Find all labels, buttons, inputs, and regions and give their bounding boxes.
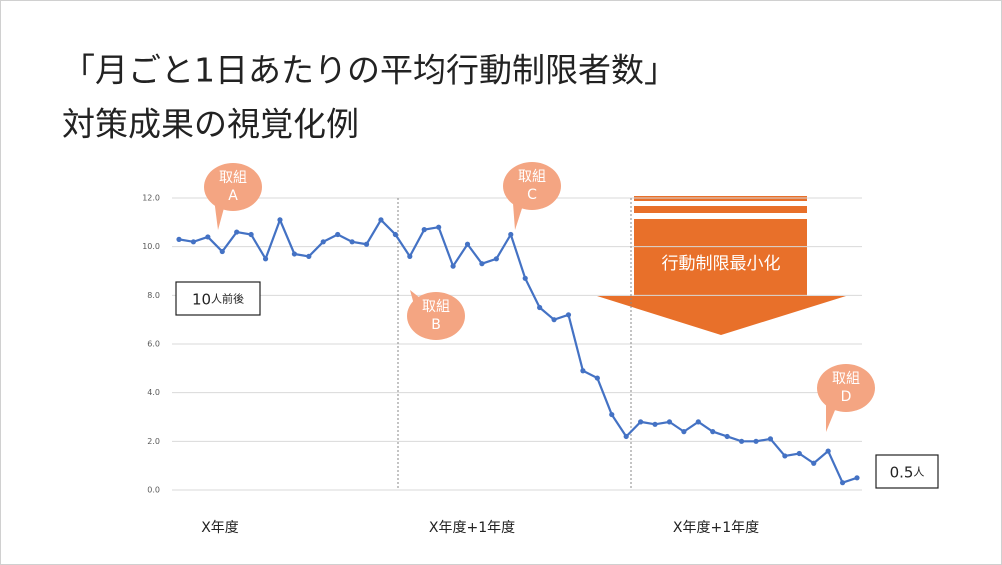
callout-text: C: [527, 187, 537, 203]
data-point: [320, 239, 326, 245]
callout-text: 取組: [518, 169, 546, 185]
data-point: [234, 229, 240, 235]
data-point: [335, 231, 341, 238]
data-point: [695, 419, 701, 425]
y-tick-label: 4.0: [147, 388, 160, 397]
data-point: [839, 480, 846, 486]
data-point: [724, 433, 730, 440]
data-point: [537, 304, 543, 311]
data-point: [262, 256, 269, 262]
callout-text: 取組: [832, 371, 860, 387]
group-label: X年度+1年度: [673, 520, 759, 536]
data-point: [609, 411, 615, 418]
data-point: [638, 419, 644, 425]
data-point: [623, 433, 629, 440]
data-point: [464, 241, 471, 247]
data-point: [681, 429, 687, 435]
callout: 取組 C: [503, 162, 561, 230]
note-box-frame: [175, 281, 261, 316]
data-point: [580, 368, 586, 374]
arrow-stripe: [634, 206, 807, 213]
data-point: [306, 253, 312, 259]
data-point: [782, 453, 788, 459]
y-tick-label: 10.0: [142, 242, 160, 251]
data-point: [176, 236, 182, 242]
data-point: [248, 231, 254, 238]
note-box-part: 人: [913, 466, 924, 479]
callout-text: 取組: [422, 299, 450, 315]
group-label: X年度: [201, 520, 239, 536]
data-point: [378, 217, 384, 223]
note-box: 10人前後: [175, 281, 261, 316]
callout-bubble: [503, 162, 561, 210]
arrow-body: [597, 219, 846, 335]
data-point: [796, 450, 802, 457]
data-point: [291, 251, 298, 257]
data-point: [407, 253, 413, 259]
data-point: [421, 227, 427, 233]
data-point: [710, 429, 716, 435]
data-point: [652, 421, 658, 427]
y-tick-label: 8.0: [147, 291, 160, 300]
data-point: [666, 419, 673, 425]
data-point: [854, 475, 860, 481]
note-box-part: 10: [192, 290, 211, 308]
data-point: [436, 224, 442, 230]
callout-text: A: [228, 188, 238, 204]
data-point: [767, 436, 774, 442]
callout-text: B: [431, 317, 441, 333]
callout-text: D: [841, 389, 852, 405]
data-point: [522, 275, 528, 281]
note-box-text: 0.5人: [890, 463, 925, 481]
data-point: [363, 241, 370, 247]
data-point: [508, 231, 514, 238]
data-point: [205, 234, 211, 240]
title-line: 「月ごと1日あたりの平均行動制限者数」: [62, 51, 677, 90]
note-box-part: 人前後: [211, 292, 244, 306]
data-point: [219, 248, 225, 255]
y-tick-label: 12.0: [142, 194, 160, 203]
data-point: [479, 261, 485, 267]
data-point: [392, 231, 398, 238]
data-point: [753, 438, 759, 444]
group-label: X年度+1年度: [429, 520, 515, 536]
data-point: [594, 375, 600, 381]
callout-bubble: [407, 292, 465, 340]
callout-text: 取組: [219, 170, 247, 186]
data-point: [190, 239, 197, 245]
note-box-text: 10人前後: [192, 290, 244, 308]
callout: 取組 B: [407, 290, 465, 340]
data-point: [349, 239, 355, 245]
data-point: [493, 256, 499, 262]
data-point: [738, 438, 745, 444]
title-line: 対策成果の視覚化例: [62, 105, 359, 144]
data-point: [825, 448, 831, 454]
data-point: [551, 317, 557, 323]
callout-bubble: [817, 364, 875, 412]
note-box-part: 0.5: [890, 463, 914, 481]
y-tick-label: 6.0: [147, 340, 160, 349]
data-point: [811, 460, 817, 466]
data-point: [450, 263, 456, 269]
data-point: [565, 312, 572, 318]
arrow-label: 行動制限最小化: [662, 254, 781, 274]
y-tick-label: 2.0: [147, 437, 160, 446]
data-point: [277, 217, 283, 223]
callout: 取組 D: [817, 364, 875, 432]
callout: 取組 A: [204, 163, 262, 230]
y-tick-label: 0.0: [147, 486, 160, 495]
callout-bubble: [204, 163, 262, 211]
note-box: 0.5人: [875, 454, 939, 489]
note-box-frame: [875, 454, 939, 489]
